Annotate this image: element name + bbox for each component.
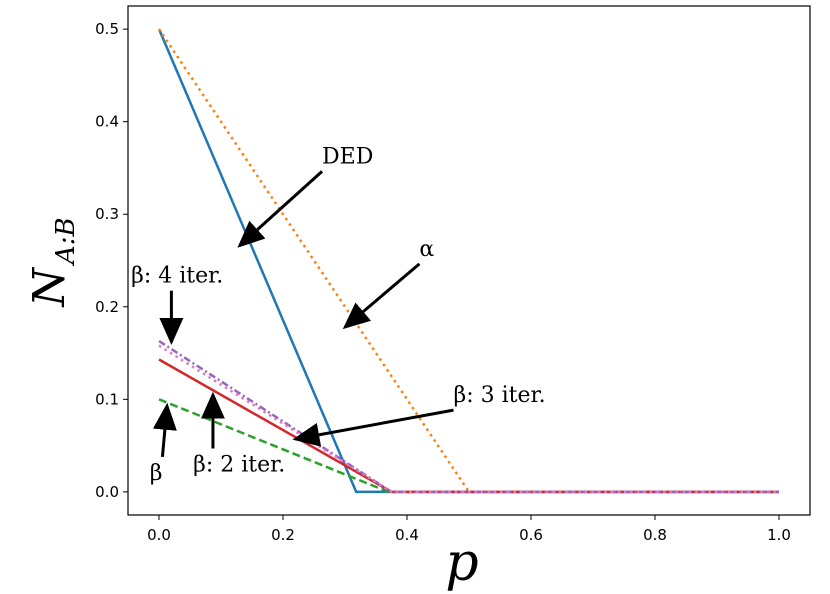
y-tick-label: 0.3 (95, 205, 119, 223)
x-tick-label: 0.6 (519, 526, 543, 544)
annotation-arrow-0 (237, 170, 324, 248)
plot-frame (127, 5, 811, 516)
y-tick-label: 0.2 (95, 298, 119, 316)
annotation-arrow-1 (342, 262, 421, 330)
y-tick-label: 0.1 (95, 390, 119, 408)
y-axis-label-main: N (24, 267, 75, 308)
x-tick-label: 0.0 (147, 526, 171, 544)
series-layer (157, 28, 779, 494)
annotation-label-4: β (150, 461, 163, 486)
x-axis-label: p (445, 533, 478, 593)
x-tick-label: 0.2 (271, 526, 295, 544)
annotation-label-1: α (419, 237, 434, 262)
y-axis-label: N A:B (24, 217, 81, 307)
annotation-label-5: β: 2 iter. (193, 453, 285, 478)
y-tick-label: 0.4 (95, 113, 119, 131)
y-axis-label-sub: A:B (51, 217, 81, 266)
series-line-alpha (157, 28, 779, 494)
annotation-arrow-4 (152, 402, 177, 457)
x-tick-label: 0.8 (643, 526, 667, 544)
series-line-ded (157, 28, 779, 494)
y-tick-label: 0.0 (95, 483, 119, 501)
x-tick-label: 1.0 (767, 526, 791, 544)
svg-text:N A:B: N A:B (24, 217, 81, 307)
y-tick-label: 0.5 (95, 20, 119, 38)
ticks-layer: 0.0 0.2 0.4 0.6 0.8 1.0 0.0 0.1 0.2 0.3 0.4 0.5 (95, 20, 791, 544)
annotation-label-3: β: 3 iter. (454, 383, 546, 408)
annotation-label-0: DED (322, 144, 373, 169)
annotation-arrow-3 (292, 408, 454, 447)
x-tick-label: 0.4 (395, 526, 419, 544)
annotation-layer: DED α β: 4 iter. β: 3 iter. β β: 2 iter. (131, 144, 546, 486)
series-line-beta4 (158, 344, 779, 494)
annotation-label-2: β: 4 iter. (131, 264, 223, 289)
